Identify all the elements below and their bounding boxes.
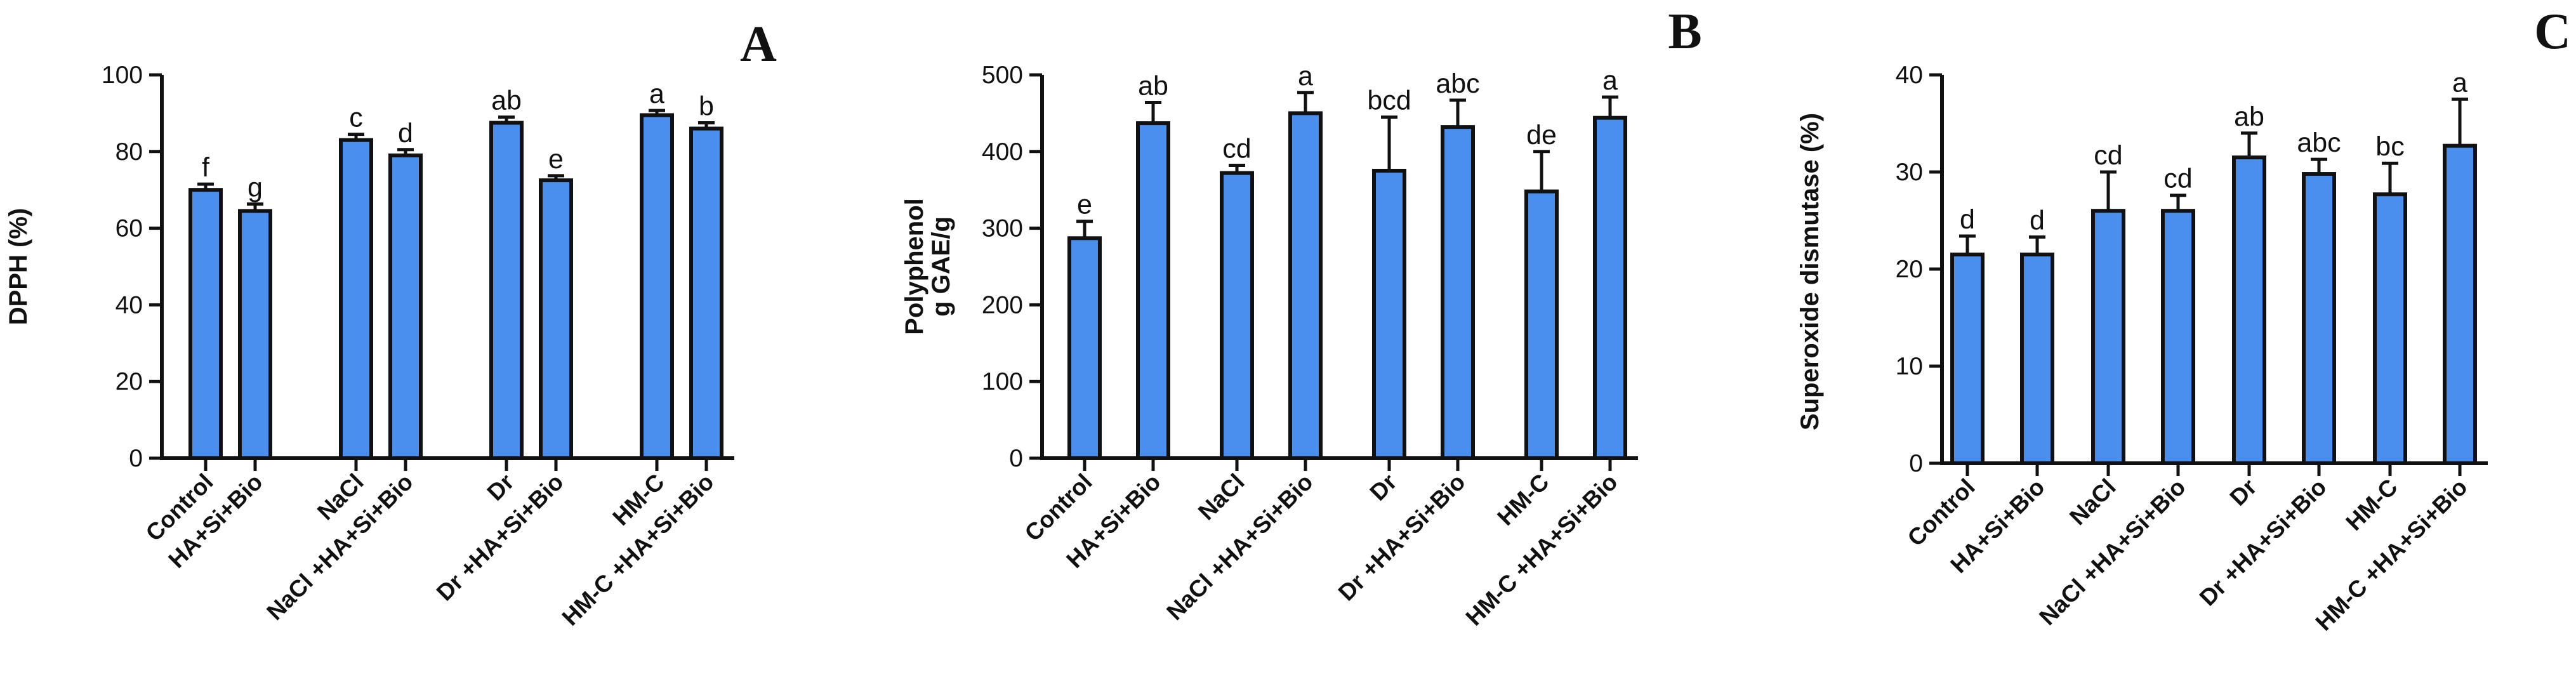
- significance-letter: de: [1526, 120, 1557, 150]
- bar: [1067, 236, 1102, 460]
- x-tick-label: HM-C: [1492, 469, 1554, 531]
- significance-letter: abc: [2297, 128, 2341, 158]
- significance-letter: d: [398, 118, 413, 148]
- y-tick-label: 0: [1009, 445, 1023, 472]
- y-axis-label: Superoxide dismutase (%): [1796, 113, 1824, 430]
- significance-letter: cd: [2163, 164, 2192, 194]
- panel-letter: A: [740, 16, 777, 72]
- y-tick-label: 80: [116, 138, 143, 166]
- bar: [2020, 253, 2054, 465]
- significance-letter: ab: [491, 85, 522, 116]
- panel-letter: C: [2534, 4, 2571, 60]
- significance-letter: bc: [2375, 131, 2404, 162]
- significance-letter: cd: [2094, 140, 2122, 171]
- significance-letter: a: [1602, 65, 1618, 96]
- bar: [689, 126, 723, 460]
- significance-letter: g: [248, 173, 263, 203]
- significance-letter: d: [1960, 204, 1975, 235]
- x-tick-label: HM-C: [2341, 474, 2402, 536]
- y-tick-label: 10: [1896, 353, 1923, 380]
- bar: [1220, 171, 1254, 460]
- bar: [2161, 209, 2195, 465]
- bar: [339, 138, 373, 460]
- bar: [1372, 169, 1406, 460]
- y-tick-label: 60: [116, 215, 143, 242]
- bar: [1593, 116, 1627, 460]
- significance-letter: b: [699, 91, 714, 122]
- bar: [539, 178, 573, 460]
- y-tick-label: 100: [982, 368, 1023, 395]
- significance-letter: e: [548, 144, 564, 175]
- bar: [1441, 125, 1475, 461]
- panel-letter: B: [1668, 4, 1701, 60]
- x-tick-label: Dr +HA+Si+Bio: [2195, 474, 2332, 611]
- x-tick-label: NaCl: [1193, 469, 1250, 525]
- x-tick-label: NaCl: [2064, 474, 2121, 531]
- bar: [2232, 155, 2266, 466]
- significance-letter: a: [649, 79, 664, 109]
- significance-letter: f: [202, 152, 210, 183]
- y-tick-label: 30: [1896, 159, 1923, 186]
- bar: [2091, 209, 2125, 465]
- bar: [2443, 143, 2477, 465]
- y-tick-label: 40: [1896, 62, 1923, 89]
- y-tick-label: 0: [1909, 450, 1923, 477]
- significance-letter: a: [2452, 67, 2467, 98]
- bar: [1136, 121, 1170, 460]
- bar: [489, 121, 524, 460]
- bar: [2302, 172, 2336, 465]
- y-axis-label-line: g GAE/g: [927, 216, 955, 317]
- bar: [238, 209, 272, 460]
- y-tick-label: 0: [129, 445, 143, 472]
- y-tick-label: 20: [116, 368, 143, 395]
- bar: [1288, 111, 1323, 460]
- y-axis-label: DPPH (%): [4, 208, 32, 325]
- significance-letter: ab: [1138, 70, 1168, 101]
- bar: [188, 188, 223, 460]
- y-tick-label: 300: [982, 215, 1023, 242]
- significance-letter: abc: [1436, 69, 1479, 99]
- bar: [2373, 192, 2407, 465]
- x-tick-label: Dr: [2225, 474, 2262, 511]
- y-tick-label: 100: [102, 62, 143, 89]
- y-axis-label-line: Polyphenol: [901, 198, 928, 335]
- bar: [640, 113, 674, 461]
- x-tick-label: Dr: [482, 469, 519, 506]
- bar: [1950, 253, 1985, 465]
- bar: [1524, 189, 1559, 460]
- y-tick-label: 200: [982, 291, 1023, 319]
- y-tick-label: 500: [982, 62, 1023, 89]
- y-tick-label: 400: [982, 138, 1023, 166]
- significance-letter: cd: [1222, 134, 1251, 164]
- y-axis-label: Polyphenolg GAE/g: [901, 198, 955, 335]
- significance-letter: ab: [2234, 102, 2264, 132]
- y-tick-label: 20: [1896, 256, 1923, 283]
- significance-letter: e: [1077, 190, 1092, 220]
- x-tick-label: Dr: [1365, 469, 1402, 506]
- significance-letter: c: [349, 103, 363, 133]
- significance-letter: a: [1298, 61, 1313, 91]
- x-tick-label: Dr +HA+Si+Bio: [1333, 469, 1470, 606]
- significance-letter: bcd: [1367, 85, 1411, 116]
- y-tick-label: 40: [116, 291, 143, 319]
- bar: [388, 153, 423, 460]
- significance-letter: d: [2030, 206, 2045, 236]
